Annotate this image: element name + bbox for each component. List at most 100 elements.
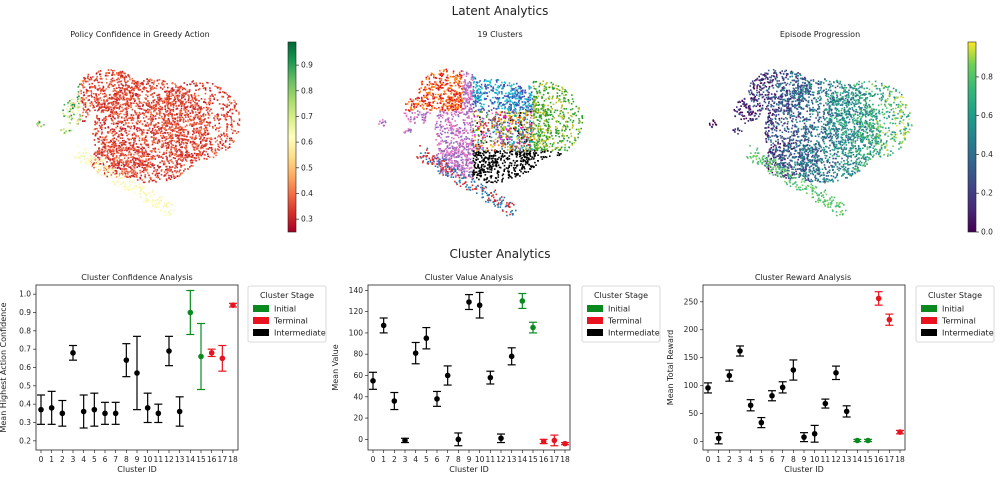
value-x-tick-label: 16 xyxy=(539,455,549,464)
value-x-tick-label: 0 xyxy=(371,455,376,464)
confidence-legend-swatch-terminal xyxy=(253,317,269,324)
value-x-tick-label: 6 xyxy=(435,455,440,464)
reward-point-cluster-7 xyxy=(780,385,786,391)
confidence-analysis-chart: Cluster Confidence Analysis 0.20.30.40.5… xyxy=(0,273,238,474)
value-x-tick-label: 10 xyxy=(475,455,485,464)
reward-point-cluster-15 xyxy=(865,438,871,444)
confidence-point-cluster-6 xyxy=(102,411,108,417)
confidence-colorbar-tick-label: 0.3 xyxy=(301,215,313,224)
value-x-tick-label: 15 xyxy=(528,455,538,464)
value-point-cluster-9 xyxy=(466,299,472,305)
reward-x-tick-label: 0 xyxy=(706,455,711,464)
progression-colorbar-tick-label: 0.4 xyxy=(981,150,993,159)
confidence-x-tick-label: 9 xyxy=(135,455,140,464)
confidence-y-tick-label: 0.7 xyxy=(19,345,31,354)
confidence-point-cluster-2 xyxy=(60,411,66,417)
confidence-x-tick-label: 6 xyxy=(103,455,108,464)
confidence-point-cluster-7 xyxy=(113,411,119,417)
confidence-point-cluster-17 xyxy=(220,356,226,362)
confidence-colorbar-tick-label: 0.8 xyxy=(301,86,313,95)
reward-x-tick-label: 3 xyxy=(738,455,743,464)
value-y-tick-label: 20 xyxy=(353,414,363,423)
value-x-tick-label: 7 xyxy=(445,455,450,464)
reward-point-cluster-6 xyxy=(769,393,775,399)
confidence-legend-swatch-initial xyxy=(253,305,269,312)
reward-point-cluster-14 xyxy=(855,438,861,444)
progression-colorbar-tick-label: 0.2 xyxy=(981,189,993,198)
confidence-y-axis-label: Mean Highest Action Confidence xyxy=(0,302,8,432)
confidence-colorbar-tick-label: 0.6 xyxy=(301,138,313,147)
value-point-cluster-6 xyxy=(434,396,440,402)
progression-embedding-points xyxy=(709,69,913,216)
value-point-cluster-12 xyxy=(498,435,504,441)
confidence-y-tick-label: 0.4 xyxy=(19,400,31,409)
confidence-y-tick-label: 0.8 xyxy=(19,326,31,335)
clusters-embedding-panel: 19 Clusters xyxy=(378,30,583,216)
progression-embedding-title: Episode Progression xyxy=(780,30,860,39)
value-point-cluster-2 xyxy=(392,398,398,404)
value-point-cluster-0 xyxy=(370,378,376,384)
confidence-point-cluster-14 xyxy=(188,310,194,316)
confidence-x-tick-label: 4 xyxy=(81,455,86,464)
reward-x-tick-label: 7 xyxy=(780,455,785,464)
value-y-tick-label: 120 xyxy=(349,307,364,316)
reward-legend-swatch-intermediate xyxy=(921,329,937,336)
confidence-x-tick-label: 14 xyxy=(186,455,196,464)
value-point-cluster-5 xyxy=(424,335,430,341)
reward-point-cluster-12 xyxy=(833,370,839,376)
value-legend-swatch-initial xyxy=(587,305,603,312)
reward-y-tick-label: 250 xyxy=(684,297,699,306)
value-x-tick-label: 3 xyxy=(403,455,408,464)
confidence-legend-label-terminal: Terminal xyxy=(273,317,308,326)
value-point-cluster-15 xyxy=(530,325,536,331)
confidence-y-tick-label: 0.5 xyxy=(19,381,31,390)
value-analysis-chart: Cluster Value Analysis 02040608010012014… xyxy=(331,273,570,474)
confidence-y-tick-label: 0.6 xyxy=(19,363,31,372)
confidence-x-axis-label: Cluster ID xyxy=(117,465,156,474)
value-point-cluster-17 xyxy=(552,438,558,444)
value-x-tick-label: 13 xyxy=(507,455,517,464)
reward-y-axis-label: Mean Total Reward xyxy=(666,330,675,405)
reward-x-tick-label: 14 xyxy=(853,455,863,464)
progression-colorbar-tick-label: 0.6 xyxy=(981,111,993,120)
value-point-cluster-14 xyxy=(520,298,526,304)
confidence-colorbar-tick-label: 0.7 xyxy=(301,112,313,121)
value-y-tick-label: 0 xyxy=(358,435,363,444)
confidence-point-cluster-4 xyxy=(81,409,87,415)
confidence-x-tick-label: 16 xyxy=(207,455,217,464)
confidence-point-cluster-5 xyxy=(92,407,98,413)
confidence-point-cluster-9 xyxy=(134,370,140,376)
value-x-tick-label: 8 xyxy=(456,455,461,464)
reward-x-tick-label: 8 xyxy=(791,455,796,464)
reward-legend-label-terminal: Terminal xyxy=(941,317,976,326)
value-point-cluster-3 xyxy=(402,438,408,444)
value-x-tick-label: 2 xyxy=(392,455,397,464)
reward-legend-title: Cluster Stage xyxy=(928,291,982,300)
confidence-colorbar-tick-label: 0.5 xyxy=(301,163,313,172)
value-x-tick-label: 1 xyxy=(381,455,386,464)
confidence-x-tick-label: 8 xyxy=(124,455,129,464)
value-x-tick-label: 12 xyxy=(496,455,506,464)
confidence-x-tick-label: 7 xyxy=(113,455,118,464)
reward-x-tick-label: 1 xyxy=(716,455,721,464)
reward-analysis-chart: Cluster Reward Analysis 0501001502002500… xyxy=(666,273,905,474)
value-point-cluster-7 xyxy=(445,373,451,379)
confidence-legend-title: Cluster Stage xyxy=(260,291,314,300)
reward-y-tick-label: 0 xyxy=(693,437,698,446)
reward-x-tick-label: 10 xyxy=(810,455,820,464)
value-y-tick-label: 40 xyxy=(353,392,363,401)
confidence-point-cluster-15 xyxy=(198,354,204,360)
value-x-tick-label: 18 xyxy=(560,455,570,464)
value-legend-swatch-terminal xyxy=(587,317,603,324)
value-x-tick-label: 5 xyxy=(424,455,429,464)
reward-legend-label-intermediate: Intermediate xyxy=(942,329,994,338)
top-super-title: Latent Analytics xyxy=(452,4,549,18)
bottom-super-title: Cluster Analytics xyxy=(450,247,551,261)
reward-x-tick-label: 12 xyxy=(831,455,841,464)
reward-x-tick-label: 18 xyxy=(895,455,905,464)
confidence-x-tick-label: 17 xyxy=(218,455,228,464)
reward-x-tick-label: 9 xyxy=(802,455,807,464)
value-legend-title: Cluster Stage xyxy=(594,291,648,300)
